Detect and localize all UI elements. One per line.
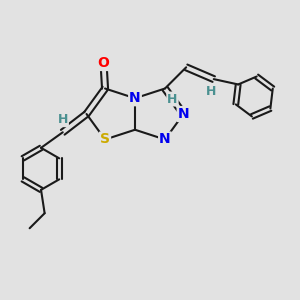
Text: N: N bbox=[178, 107, 189, 121]
Text: N: N bbox=[129, 91, 141, 105]
Text: H: H bbox=[206, 85, 216, 98]
Text: O: O bbox=[98, 56, 110, 70]
Text: N: N bbox=[159, 133, 171, 146]
Text: H: H bbox=[58, 113, 68, 126]
Text: H: H bbox=[167, 92, 178, 106]
Text: S: S bbox=[100, 133, 110, 146]
